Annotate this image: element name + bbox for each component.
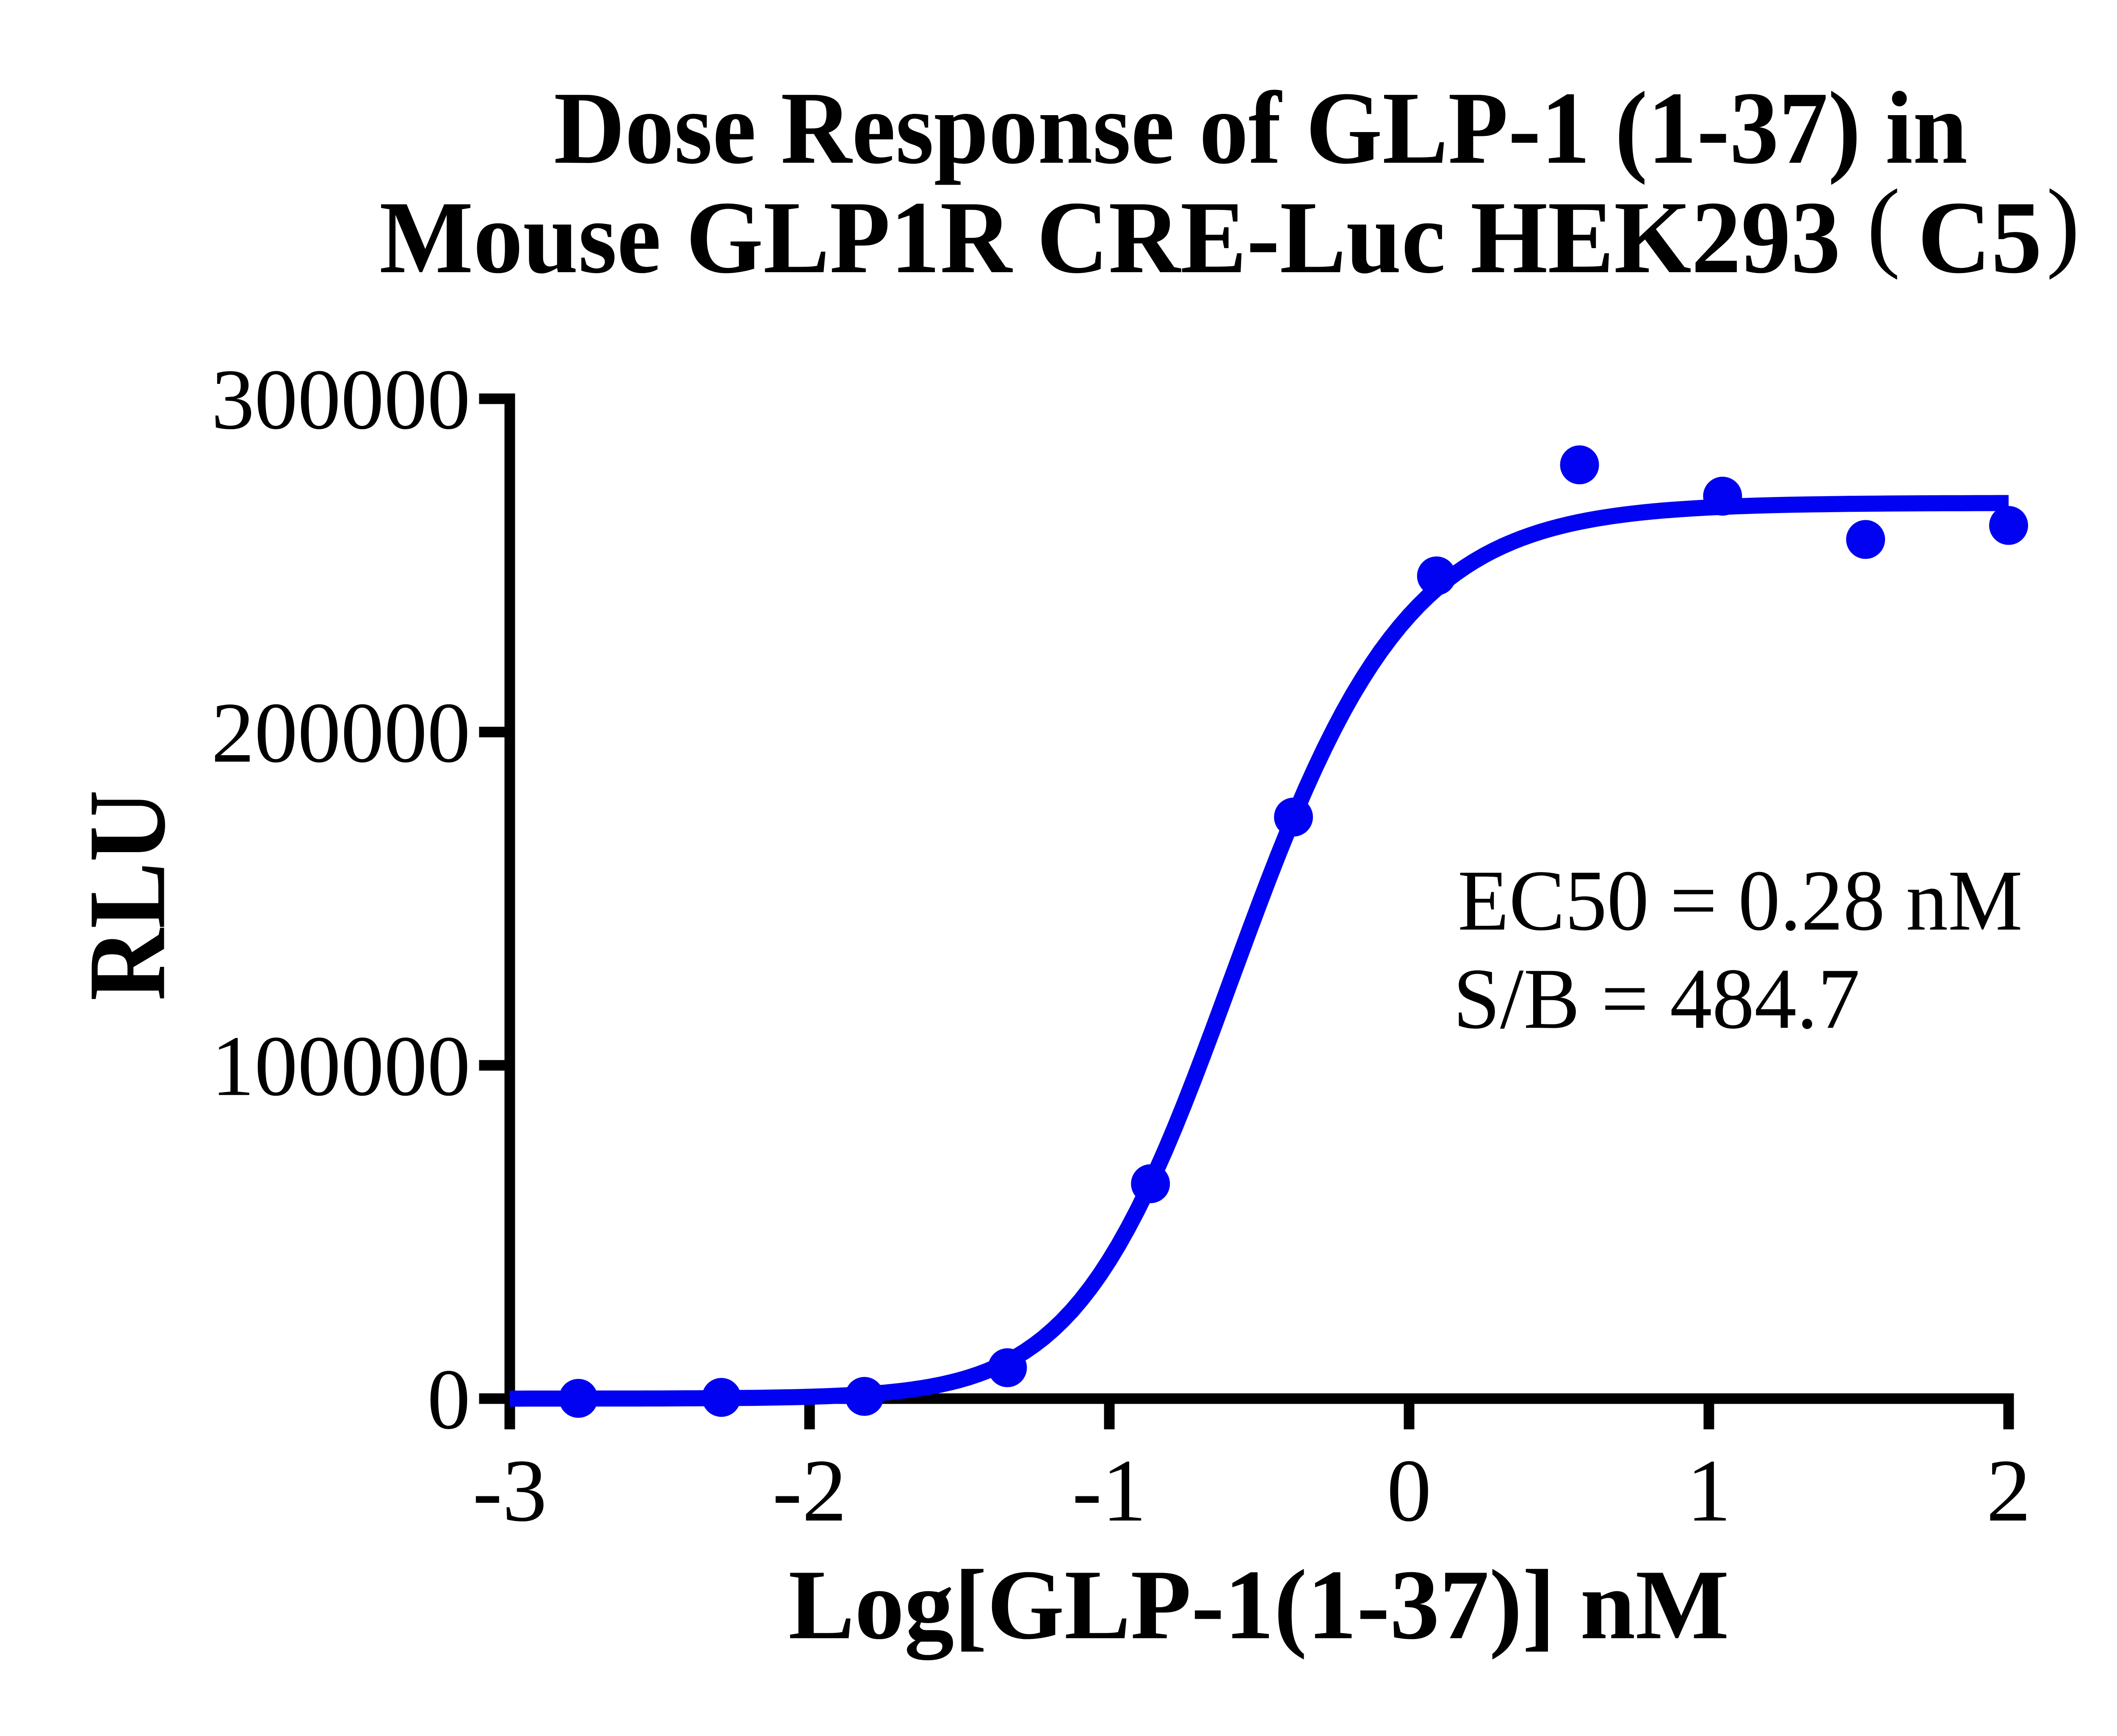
svg-text:-2: -2 xyxy=(772,1441,847,1540)
svg-text:Mouse GLP1R CRE-Luc HEK293: Mouse GLP1R CRE-Luc HEK293 xyxy=(379,180,1841,295)
svg-text:100000: 100000 xyxy=(211,1018,470,1114)
svg-text:(: ( xyxy=(1867,169,1900,280)
svg-text:EC50 = 0.28 nM: EC50 = 0.28 nM xyxy=(1458,853,2023,949)
svg-text:300000: 300000 xyxy=(211,352,470,447)
svg-text:): ) xyxy=(2046,169,2080,280)
svg-text:0: 0 xyxy=(427,1352,470,1447)
svg-text:200000: 200000 xyxy=(211,685,470,781)
svg-text:Log[GLP-1(1-37)] nM: Log[GLP-1(1-37)] nM xyxy=(788,1550,1729,1660)
svg-text:-1: -1 xyxy=(1072,1441,1147,1540)
svg-text:-3: -3 xyxy=(473,1441,547,1540)
svg-text:Dose Response of GLP-1 (1-37): Dose Response of GLP-1 (1-37) in xyxy=(554,71,1968,185)
svg-text:S/B = 484.7: S/B = 484.7 xyxy=(1453,951,1860,1047)
svg-text:RLU: RLU xyxy=(66,790,188,1001)
svg-text:0: 0 xyxy=(1387,1441,1432,1540)
svg-text:1: 1 xyxy=(1686,1441,1731,1540)
svg-text:C5: C5 xyxy=(1918,180,2042,295)
svg-text:2: 2 xyxy=(1986,1441,2031,1540)
